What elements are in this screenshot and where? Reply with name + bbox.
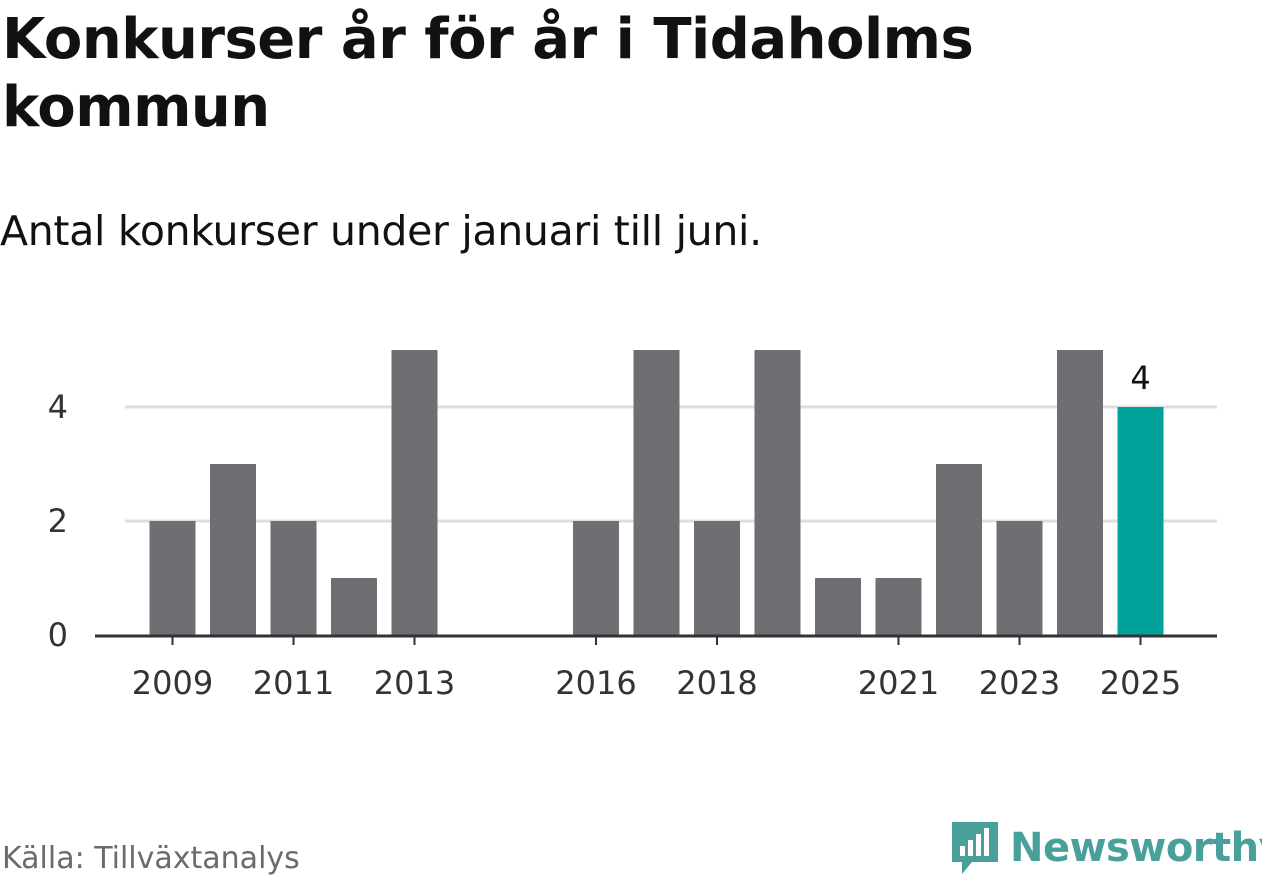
x-tick-label: 2018 [676,664,757,702]
source-note: Källa: Tillväxtanalys [2,841,300,876]
bar-2022 [936,464,982,635]
brand-logo[interactable]: Newsworthy [950,818,1262,878]
x-tick-label: 2011 [253,664,334,702]
chart-title: Konkurser år för år i Tidaholms kommun [2,7,974,140]
x-axis-ticks: 2009 2011 2013 2016 2018 2021 2023 2025 [132,636,1181,702]
bar-2012 [331,578,377,635]
y-axis-ticks: 0 2 4 [48,388,68,654]
brand-name: Newsworthy [1010,825,1262,871]
newsworthy-logo-icon [952,822,998,874]
bar-2009 [149,521,196,635]
bar-2024 [1057,350,1103,635]
x-tick-label: 2013 [374,664,455,702]
bar-2013 [391,350,438,635]
x-tick-label: 2023 [979,664,1060,702]
bar-2017 [633,350,680,635]
bar-2011 [270,521,317,635]
bar-2019 [754,350,801,635]
bars [149,350,1164,635]
bar-2016 [573,521,619,635]
y-tick-label: 0 [48,616,68,654]
y-tick-label: 4 [48,388,68,426]
bar-2018 [694,521,740,635]
x-tick-label: 2016 [555,664,636,702]
data-label: 4 [1130,359,1150,397]
bar-2025 [1117,407,1164,635]
bar-2023 [996,521,1043,635]
x-tick-label: 2025 [1100,664,1181,702]
bar-2021 [875,578,922,635]
chart-subtitle: Antal konkurser under januari till juni. [0,207,762,255]
y-tick-label: 2 [48,502,68,540]
bar-2020 [815,578,861,635]
bar-2010 [210,464,256,635]
x-tick-label: 2021 [858,664,939,702]
data-labels: 4 [1130,359,1150,397]
x-tick-label: 2009 [132,664,213,702]
